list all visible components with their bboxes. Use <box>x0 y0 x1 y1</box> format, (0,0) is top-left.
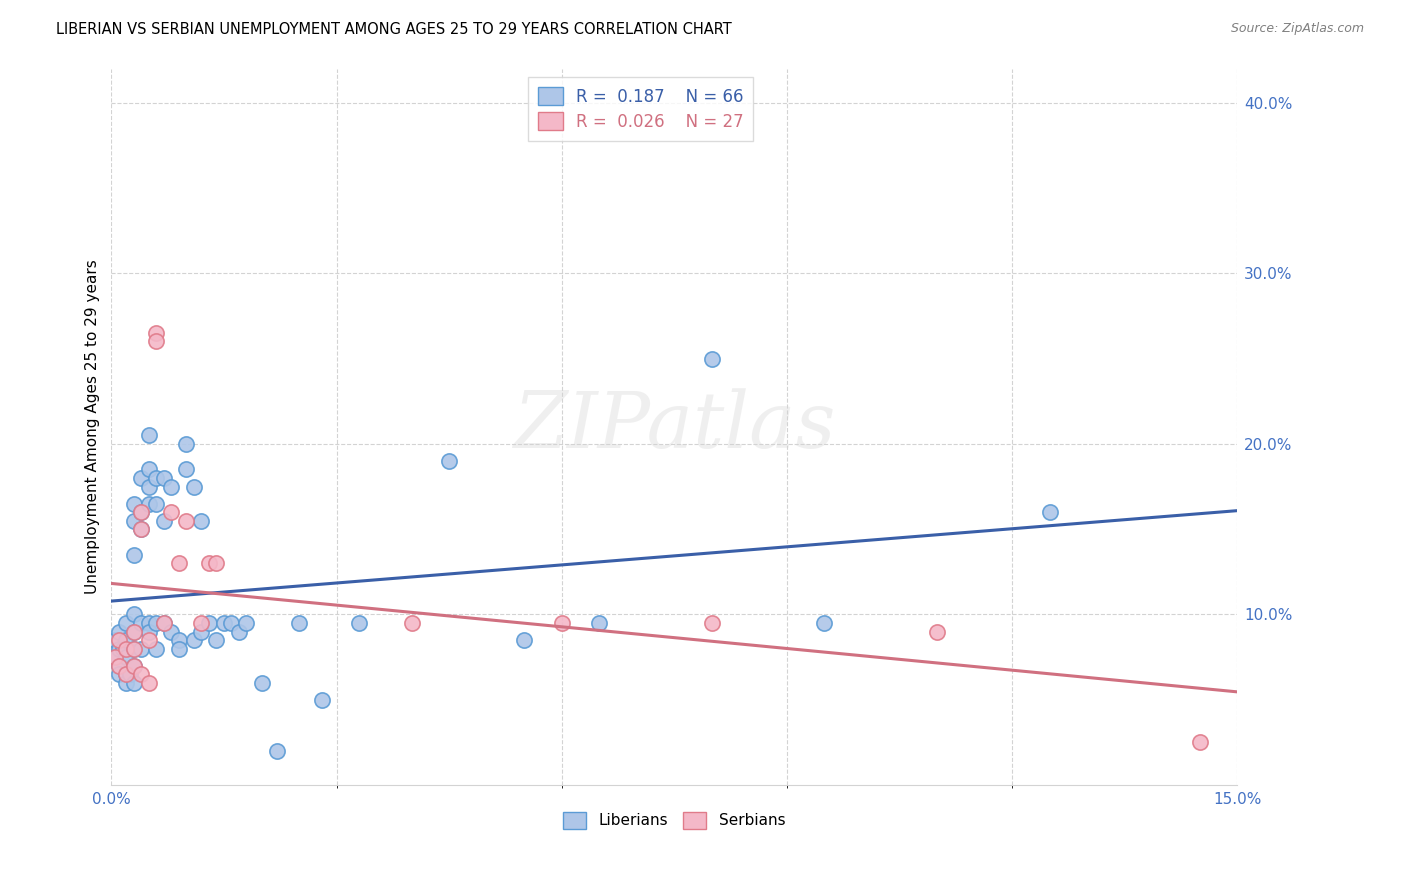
Point <box>190 615 212 630</box>
Point <box>131 667 153 681</box>
Point <box>131 641 153 656</box>
Point <box>160 505 183 519</box>
Point <box>138 624 160 639</box>
Point <box>205 633 228 648</box>
Point <box>115 650 138 665</box>
Point <box>145 334 167 349</box>
Point <box>311 693 333 707</box>
Point <box>813 615 835 630</box>
Point <box>104 633 127 648</box>
Legend: Liberians, Serbians: Liberians, Serbians <box>557 805 792 835</box>
Point <box>235 615 257 630</box>
Point <box>167 556 190 570</box>
Point <box>122 658 145 673</box>
Point <box>700 615 723 630</box>
Point <box>108 641 131 656</box>
Point <box>122 675 145 690</box>
Point <box>138 675 160 690</box>
Point <box>925 624 948 639</box>
Point <box>131 615 153 630</box>
Point <box>108 658 131 673</box>
Point <box>122 658 145 673</box>
Point <box>122 624 145 639</box>
Y-axis label: Unemployment Among Ages 25 to 29 years: Unemployment Among Ages 25 to 29 years <box>86 260 100 594</box>
Point <box>160 479 183 493</box>
Point <box>131 471 153 485</box>
Point <box>228 624 250 639</box>
Point <box>122 641 145 656</box>
Point <box>131 505 153 519</box>
Point <box>1038 505 1060 519</box>
Point <box>138 479 160 493</box>
Point <box>122 607 145 622</box>
Point <box>111 641 134 656</box>
Point <box>198 556 221 570</box>
Point <box>167 633 190 648</box>
Point <box>183 479 205 493</box>
Point <box>176 462 198 476</box>
Point <box>138 497 160 511</box>
Point <box>138 462 160 476</box>
Point <box>153 514 176 528</box>
Point <box>138 615 160 630</box>
Point <box>138 428 160 442</box>
Point <box>108 624 131 639</box>
Point <box>115 615 138 630</box>
Point <box>176 437 198 451</box>
Point <box>145 471 167 485</box>
Point <box>176 514 198 528</box>
Text: ZIPatlas: ZIPatlas <box>513 389 835 465</box>
Point <box>120 667 142 681</box>
Point <box>108 658 131 673</box>
Point <box>122 624 145 639</box>
Point <box>122 497 145 511</box>
Point <box>145 497 167 511</box>
Point <box>115 667 138 681</box>
Point <box>167 641 190 656</box>
Point <box>115 633 138 648</box>
Point <box>122 514 145 528</box>
Point <box>131 522 153 536</box>
Point <box>183 633 205 648</box>
Point <box>131 505 153 519</box>
Point <box>153 471 176 485</box>
Point <box>115 667 138 681</box>
Point <box>160 624 183 639</box>
Point <box>153 615 176 630</box>
Point <box>104 650 127 665</box>
Point <box>145 641 167 656</box>
Point <box>205 556 228 570</box>
Point <box>131 522 153 536</box>
Text: Source: ZipAtlas.com: Source: ZipAtlas.com <box>1230 22 1364 36</box>
Point <box>1188 735 1211 749</box>
Point <box>190 624 212 639</box>
Point <box>437 454 460 468</box>
Point <box>108 633 131 648</box>
Point <box>513 633 536 648</box>
Point <box>250 675 273 690</box>
Point <box>212 615 235 630</box>
Point <box>401 615 423 630</box>
Point <box>115 675 138 690</box>
Point <box>551 615 574 630</box>
Point <box>122 548 145 562</box>
Point <box>115 641 138 656</box>
Point <box>588 615 610 630</box>
Point <box>347 615 370 630</box>
Point <box>122 641 145 656</box>
Point <box>221 615 243 630</box>
Point <box>700 351 723 366</box>
Point <box>288 615 311 630</box>
Point <box>153 615 176 630</box>
Point <box>138 633 160 648</box>
Point <box>145 615 167 630</box>
Point <box>266 744 288 758</box>
Text: LIBERIAN VS SERBIAN UNEMPLOYMENT AMONG AGES 25 TO 29 YEARS CORRELATION CHART: LIBERIAN VS SERBIAN UNEMPLOYMENT AMONG A… <box>56 22 733 37</box>
Point <box>198 615 221 630</box>
Point <box>190 514 212 528</box>
Point <box>104 650 127 665</box>
Point <box>108 667 131 681</box>
Point <box>145 326 167 340</box>
